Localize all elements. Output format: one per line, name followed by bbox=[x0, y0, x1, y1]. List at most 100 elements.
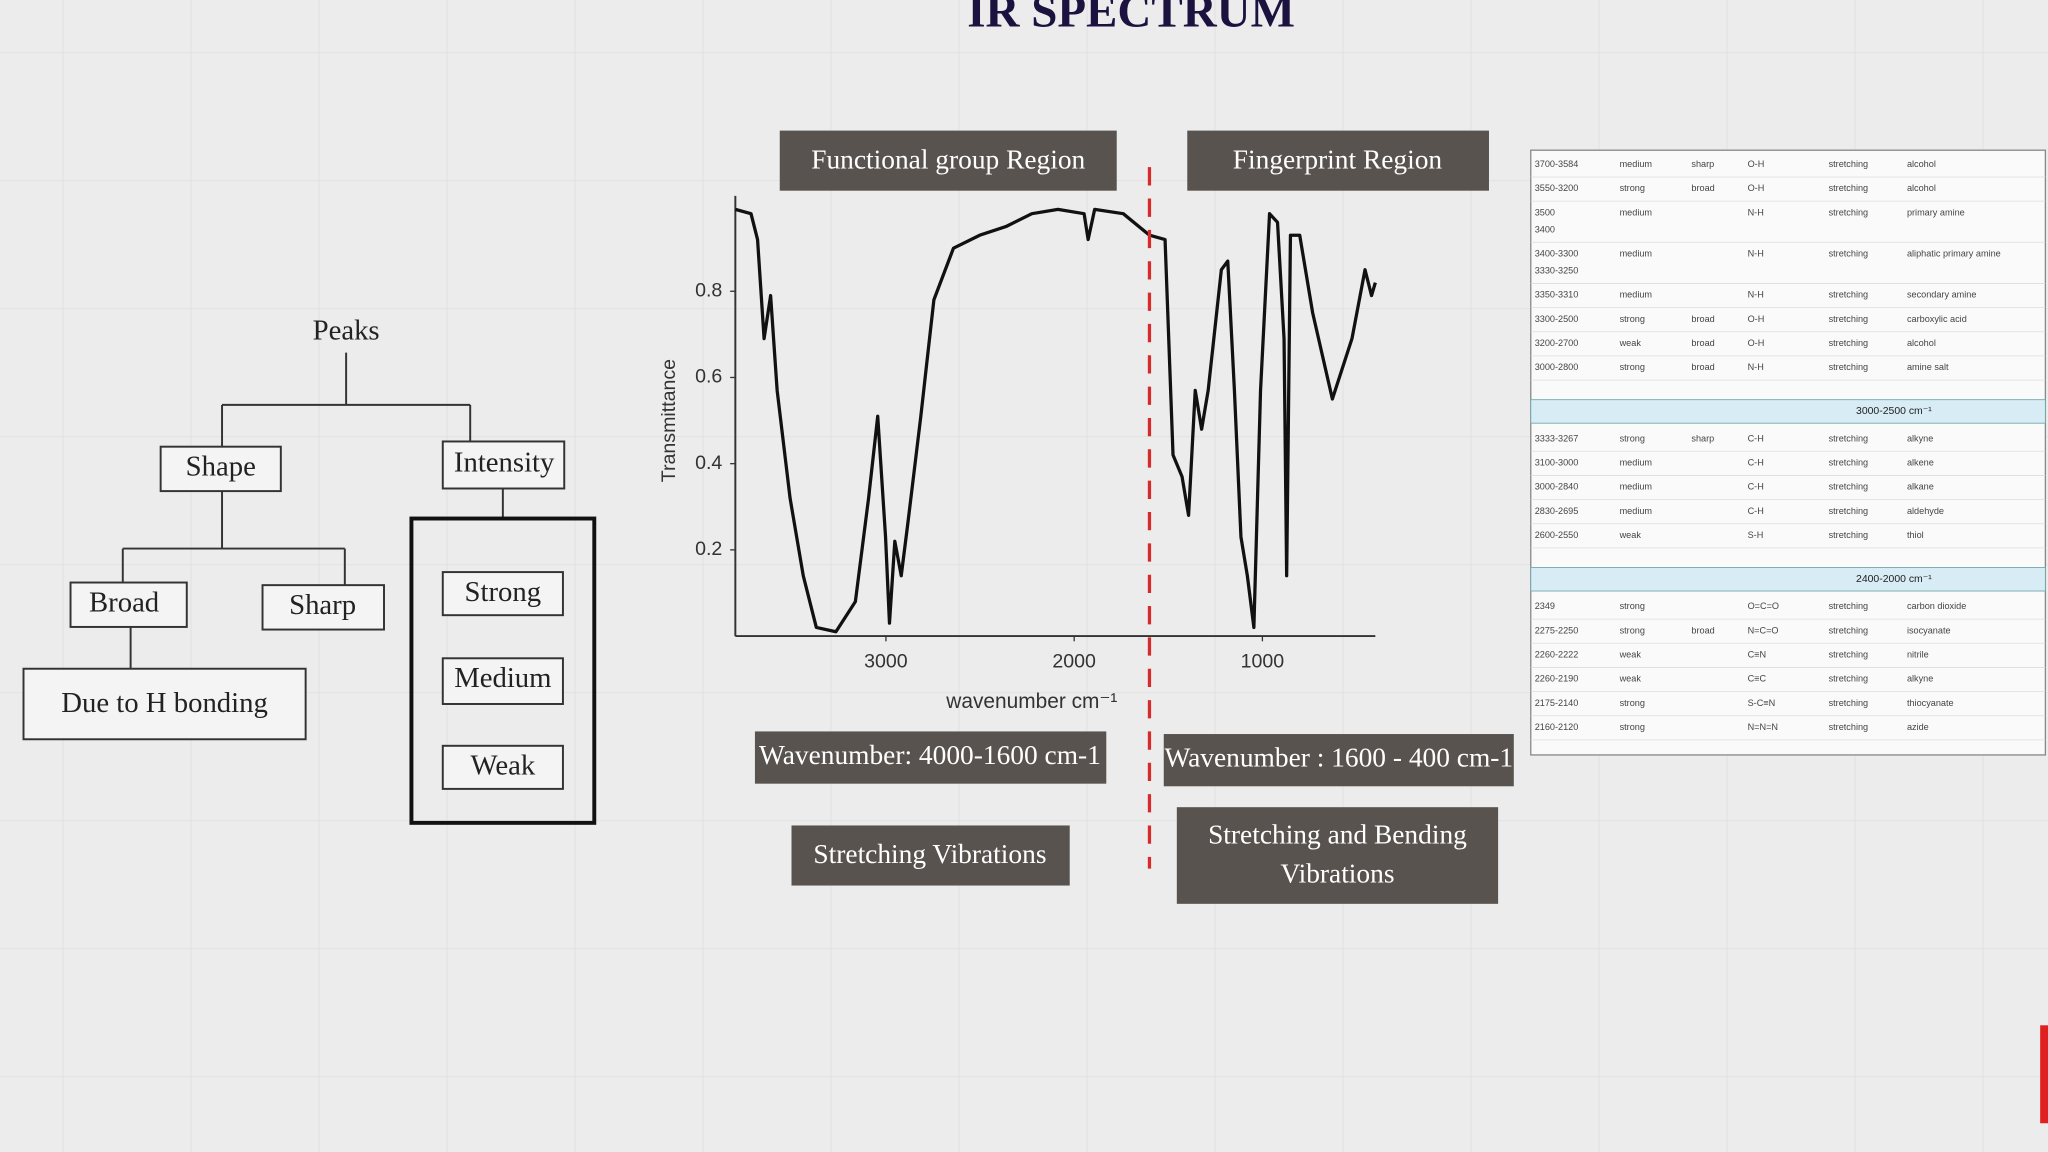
table-cell: 2275-2250 bbox=[1535, 625, 1579, 635]
strong-label: Strong bbox=[465, 576, 542, 608]
intensity-group bbox=[409, 516, 597, 825]
y-tick-label: 0.4 bbox=[695, 452, 722, 474]
strong-box bbox=[441, 571, 564, 617]
table-cell: strong bbox=[1620, 722, 1645, 732]
table-cell: C-H bbox=[1748, 457, 1764, 467]
table-cell: O=C=O bbox=[1748, 601, 1779, 611]
table-cell: 3200-2700 bbox=[1535, 338, 1579, 348]
intensity-box bbox=[441, 440, 566, 490]
table-cell: weak bbox=[1619, 530, 1642, 540]
table-cell: stretching bbox=[1829, 506, 1869, 516]
section-heading: 2400-2000 cm⁻¹ bbox=[1856, 574, 1932, 585]
shape-label: Shape bbox=[186, 450, 256, 482]
table-cell: medium bbox=[1620, 506, 1652, 516]
fingerprint-vibration: Stretching and Bending bbox=[1208, 820, 1467, 850]
table-cell: S-C≡N bbox=[1748, 698, 1776, 708]
table-cell: stretching bbox=[1829, 290, 1869, 300]
section-band bbox=[1530, 567, 2046, 592]
table-cell: weak bbox=[1619, 649, 1642, 659]
y-tick-label: 0.2 bbox=[695, 538, 722, 560]
table-cell: N=N=N bbox=[1748, 722, 1778, 732]
table-cell: C-H bbox=[1748, 433, 1764, 443]
section-heading: 3000-2500 cm⁻¹ bbox=[1856, 406, 1932, 417]
shape-box bbox=[159, 445, 282, 493]
note-label: Due to H bonding bbox=[61, 687, 268, 719]
table-cell: stretching bbox=[1829, 625, 1869, 635]
y-axis-label: Transmittance bbox=[658, 359, 680, 482]
table-cell: 3333-3267 bbox=[1535, 433, 1579, 443]
label-box bbox=[791, 825, 1070, 886]
table-cell: secondary amine bbox=[1907, 290, 1977, 300]
table-cell: 3100-3000 bbox=[1535, 457, 1579, 467]
medium-label: Medium bbox=[454, 662, 551, 694]
table-cell: alkyne bbox=[1907, 674, 1933, 684]
x-tick-label: 2000 bbox=[1052, 650, 1096, 672]
table-cell: stretching bbox=[1829, 433, 1869, 443]
table-cell: 3400 bbox=[1535, 224, 1555, 234]
table-cell: strong bbox=[1620, 183, 1645, 193]
tree-connectors bbox=[121, 352, 504, 669]
intensity-label: Intensity bbox=[454, 447, 555, 479]
table-cell: sharp bbox=[1691, 159, 1714, 169]
table-cell: stretching bbox=[1829, 314, 1869, 324]
table-cell: 3000-2800 bbox=[1535, 362, 1579, 372]
table-cell: alcohol bbox=[1907, 159, 1936, 169]
table-cell: C-H bbox=[1748, 482, 1764, 492]
functional-vibration: Stretching Vibrations bbox=[813, 839, 1046, 869]
label-box bbox=[779, 130, 1117, 191]
table-cell: N-H bbox=[1748, 362, 1764, 372]
table-cell: alkane bbox=[1907, 482, 1934, 492]
label-box bbox=[1176, 807, 1499, 904]
medium-box bbox=[441, 657, 564, 705]
table-cell: 2600-2550 bbox=[1535, 530, 1579, 540]
table-cell: stretching bbox=[1829, 248, 1869, 258]
table-cell: strong bbox=[1620, 625, 1645, 635]
table-cell: medium bbox=[1620, 290, 1652, 300]
tree-root: Peaks bbox=[313, 315, 380, 347]
sharp-label: Sharp bbox=[289, 589, 356, 621]
section-band bbox=[1530, 399, 2046, 424]
ir-table: 3700-3584 medium sharp O-H stretching alcohol… bbox=[1530, 149, 2047, 756]
table-cell: N=C=O bbox=[1748, 625, 1779, 635]
table-cell: 2160-2120 bbox=[1535, 722, 1579, 732]
table-cell: C≡C bbox=[1748, 674, 1767, 684]
table-cell: amine salt bbox=[1907, 362, 1949, 372]
table-cell: alcohol bbox=[1907, 338, 1936, 348]
table-cell: O-H bbox=[1748, 314, 1765, 324]
table-cell: 3350-3310 bbox=[1535, 290, 1579, 300]
table-cell: 2175-2140 bbox=[1535, 698, 1579, 708]
y-tick-label: 0.8 bbox=[695, 279, 722, 301]
y-tick-label: 0.6 bbox=[695, 366, 722, 388]
table-cell: weak bbox=[1619, 338, 1642, 348]
label-box bbox=[754, 731, 1107, 784]
note-box bbox=[22, 667, 307, 741]
table-cell: O-H bbox=[1748, 159, 1765, 169]
table-cell: strong bbox=[1620, 314, 1645, 324]
x-tick-label: 1000 bbox=[1241, 650, 1285, 672]
table-cell: 2349 bbox=[1535, 601, 1555, 611]
table-cell: 3700-3584 bbox=[1535, 159, 1579, 169]
table-cell: broad bbox=[1691, 314, 1714, 324]
table-cell: stretching bbox=[1829, 698, 1869, 708]
table-cell: O-H bbox=[1748, 183, 1765, 193]
weak-box bbox=[441, 744, 564, 790]
spectrum-line bbox=[734, 207, 1377, 634]
table-cell: 2830-2695 bbox=[1535, 506, 1579, 516]
table-cell: N-H bbox=[1748, 248, 1764, 258]
table-cell: stretching bbox=[1829, 530, 1869, 540]
x-tick-label: 3000 bbox=[864, 650, 908, 672]
edge-marker bbox=[2040, 1025, 2048, 1124]
table-cell: stretching bbox=[1829, 457, 1869, 467]
table-cell: N-H bbox=[1748, 207, 1764, 217]
broad-label: Broad bbox=[89, 586, 160, 618]
table-cell: broad bbox=[1691, 183, 1714, 193]
table-cell: 3300-2500 bbox=[1535, 314, 1579, 324]
table-cell: 2260-2190 bbox=[1535, 674, 1579, 684]
table-cell: strong bbox=[1620, 698, 1645, 708]
table-cell: carboxylic acid bbox=[1907, 314, 1967, 324]
table-frame bbox=[1530, 149, 2047, 756]
table-cell: aliphatic primary amine bbox=[1907, 248, 2001, 258]
table-cell: broad bbox=[1691, 625, 1714, 635]
weak-label: Weak bbox=[471, 750, 536, 782]
table-cell: weak bbox=[1619, 674, 1642, 684]
